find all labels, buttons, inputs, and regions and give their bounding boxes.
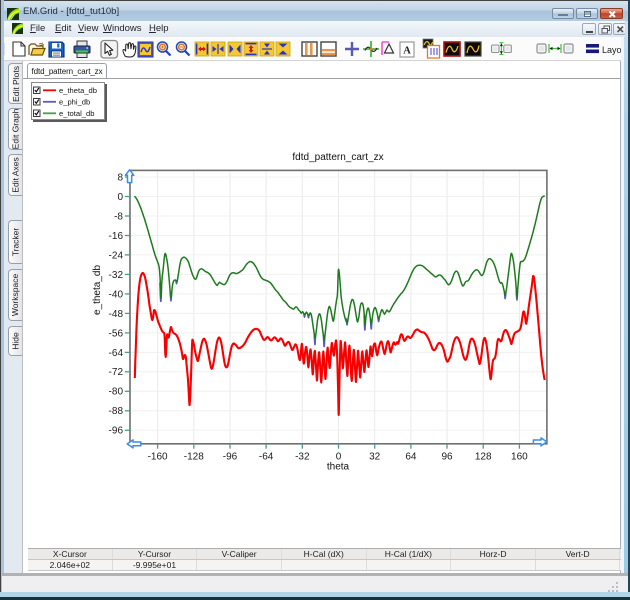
svg-text:Layout: Layout [602,45,626,55]
svg-text:e_phi_db: e_phi_db [59,97,90,106]
svg-text:A: A [403,46,411,57]
svg-text:e_theta_db: e_theta_db [59,86,97,95]
svg-text:e_total_db: e_total_db [59,109,94,118]
